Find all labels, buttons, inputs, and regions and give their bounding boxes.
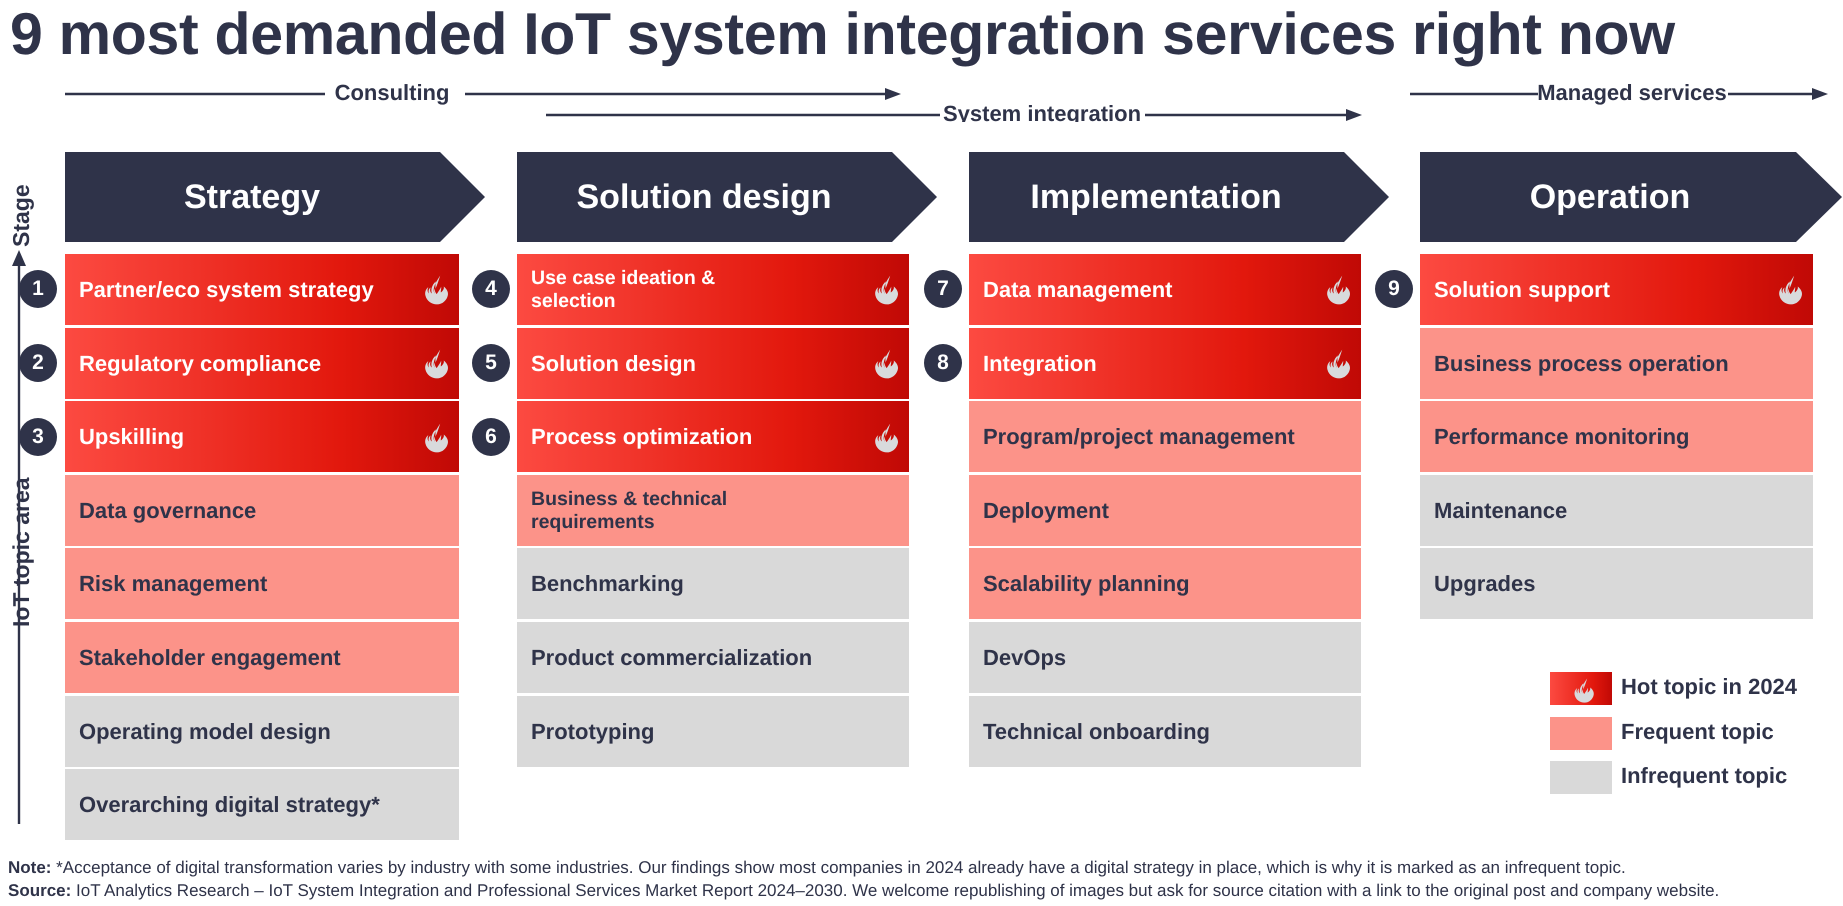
svg-text:Operation: Operation	[1530, 178, 1691, 216]
svg-text:Strategy: Strategy	[184, 178, 320, 216]
svg-text:Solution design: Solution design	[577, 178, 832, 216]
svg-text:Implementation: Implementation	[1030, 178, 1281, 216]
